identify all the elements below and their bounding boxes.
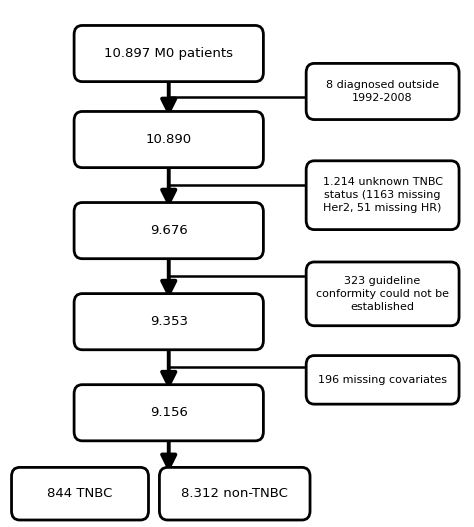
FancyBboxPatch shape [306, 63, 459, 120]
FancyBboxPatch shape [74, 294, 264, 350]
FancyBboxPatch shape [306, 161, 459, 230]
FancyBboxPatch shape [74, 25, 264, 82]
Text: 10.890: 10.890 [146, 133, 192, 146]
Text: 1.214 unknown TNBC
status (1163 missing
Her2, 51 missing HR): 1.214 unknown TNBC status (1163 missing … [323, 178, 443, 213]
FancyBboxPatch shape [11, 467, 148, 520]
FancyBboxPatch shape [159, 467, 310, 520]
FancyBboxPatch shape [306, 356, 459, 404]
Text: 9.676: 9.676 [150, 224, 188, 237]
Text: 9.353: 9.353 [150, 315, 188, 328]
Text: 196 missing covariates: 196 missing covariates [318, 375, 447, 385]
Text: 8 diagnosed outside
1992-2008: 8 diagnosed outside 1992-2008 [326, 80, 439, 103]
FancyBboxPatch shape [306, 262, 459, 326]
FancyBboxPatch shape [74, 202, 264, 259]
Text: 323 guideline
conformity could not be
established: 323 guideline conformity could not be es… [316, 276, 449, 311]
FancyBboxPatch shape [74, 112, 264, 168]
Text: 10.897 M0 patients: 10.897 M0 patients [104, 47, 233, 60]
Text: 844 TNBC: 844 TNBC [47, 487, 113, 500]
Text: 9.156: 9.156 [150, 406, 188, 419]
Text: 8.312 non-TNBC: 8.312 non-TNBC [181, 487, 288, 500]
FancyBboxPatch shape [74, 385, 264, 441]
